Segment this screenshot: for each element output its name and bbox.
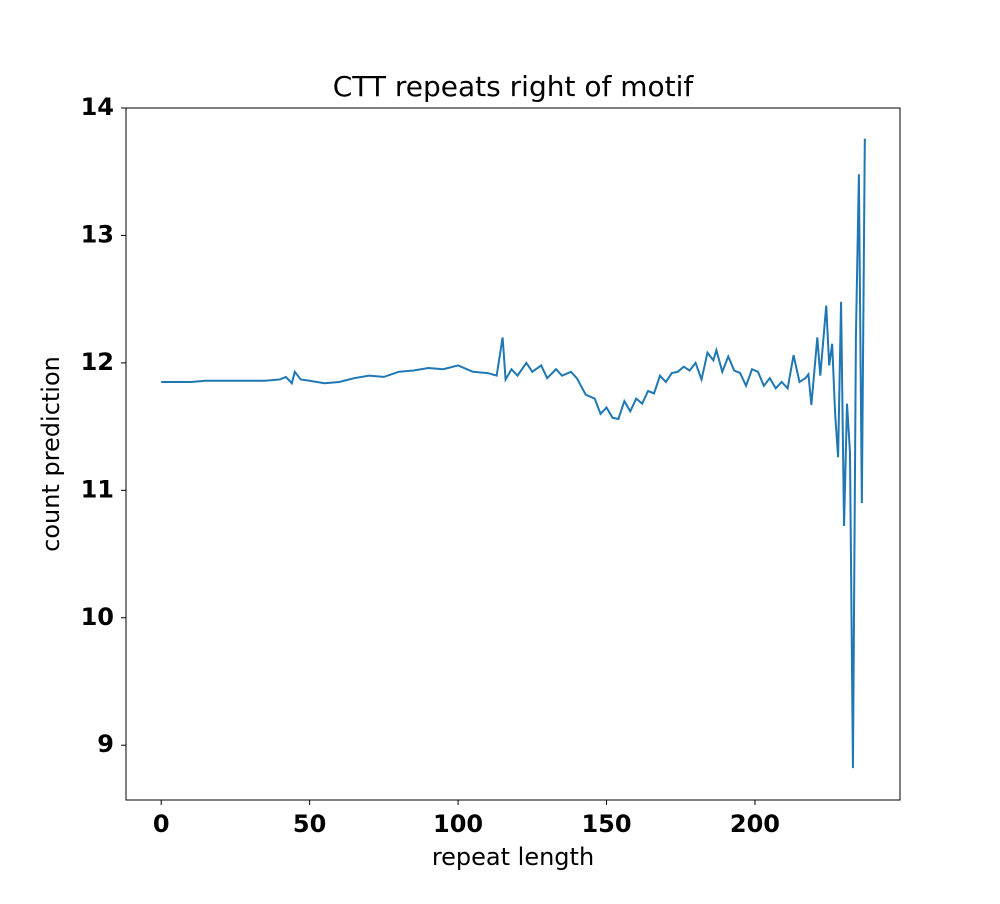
x-tick-label: 150 [581, 810, 631, 838]
y-tick-label: 13 [81, 220, 114, 248]
y-tick-label: 10 [81, 603, 114, 631]
x-tick-label: 0 [153, 810, 170, 838]
y-tick-label: 9 [97, 730, 114, 758]
x-tick-label: 200 [730, 810, 780, 838]
data-line [161, 138, 866, 769]
x-axis-label: repeat length [432, 843, 594, 871]
x-tick-label: 100 [433, 810, 483, 838]
y-tick-label: 11 [81, 475, 114, 503]
y-tick-label: 12 [81, 348, 114, 376]
y-axis-label: count prediction [37, 356, 65, 552]
plot-frame [125, 107, 901, 801]
y-tick-label: 14 [81, 93, 114, 121]
chart-title: CTT repeats right of motif [333, 70, 695, 103]
x-tick-label: 50 [293, 810, 326, 838]
